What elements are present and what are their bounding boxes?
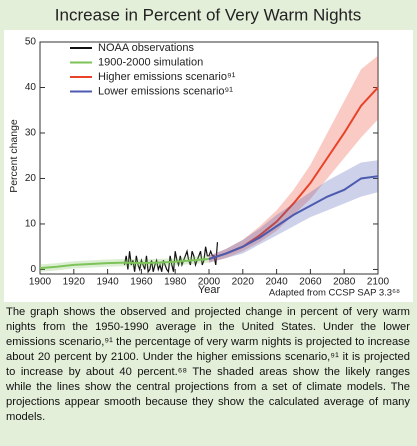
- legend-label: Lower emissions scenario⁹¹: [98, 85, 233, 97]
- series-line: [39, 257, 210, 270]
- legend-label: Higher emissions scenario⁹¹: [98, 71, 236, 83]
- chart-panel: [4, 30, 413, 302]
- y-tick-label: 40: [25, 82, 37, 93]
- caption: The graph shows the observed and project…: [6, 306, 410, 423]
- x-tick-label: 2020: [232, 277, 255, 288]
- y-tick-label: 0: [30, 264, 36, 275]
- y-tick-label: 30: [25, 128, 37, 139]
- y-tick-label: 10: [25, 219, 37, 230]
- range-band: [209, 160, 378, 263]
- series-line: [123, 242, 219, 274]
- x-tick-label: 1940: [96, 277, 119, 288]
- source-note: Adapted from CCSP SAP 3.3⁶⁸: [269, 288, 400, 299]
- x-tick-label: 2100: [367, 277, 390, 288]
- x-tick-label: 1960: [130, 277, 153, 288]
- range-band: [209, 55, 378, 263]
- x-tick-label: 1920: [63, 277, 86, 288]
- chart-title: Increase in Percent of Very Warm Nights: [55, 5, 361, 24]
- x-tick-label: 1900: [29, 277, 52, 288]
- x-axis-label: Year: [198, 284, 221, 296]
- x-tick-label: 1980: [164, 277, 187, 288]
- y-axis-label: Percent change: [8, 119, 20, 193]
- y-tick-label: 50: [25, 37, 37, 48]
- y-tick-label: 20: [25, 173, 37, 184]
- legend-label: NOAA observations: [98, 42, 194, 54]
- x-tick-label: 2040: [265, 277, 288, 288]
- legend-label: 1900-2000 simulation: [98, 56, 203, 68]
- x-tick-label: 2000: [198, 277, 221, 288]
- series-line: [208, 175, 379, 260]
- chart: Increase in Percent of Very Warm Nights …: [4, 5, 413, 302]
- x-tick-label: 2060: [299, 277, 322, 288]
- x-tick-label: 2080: [333, 277, 356, 288]
